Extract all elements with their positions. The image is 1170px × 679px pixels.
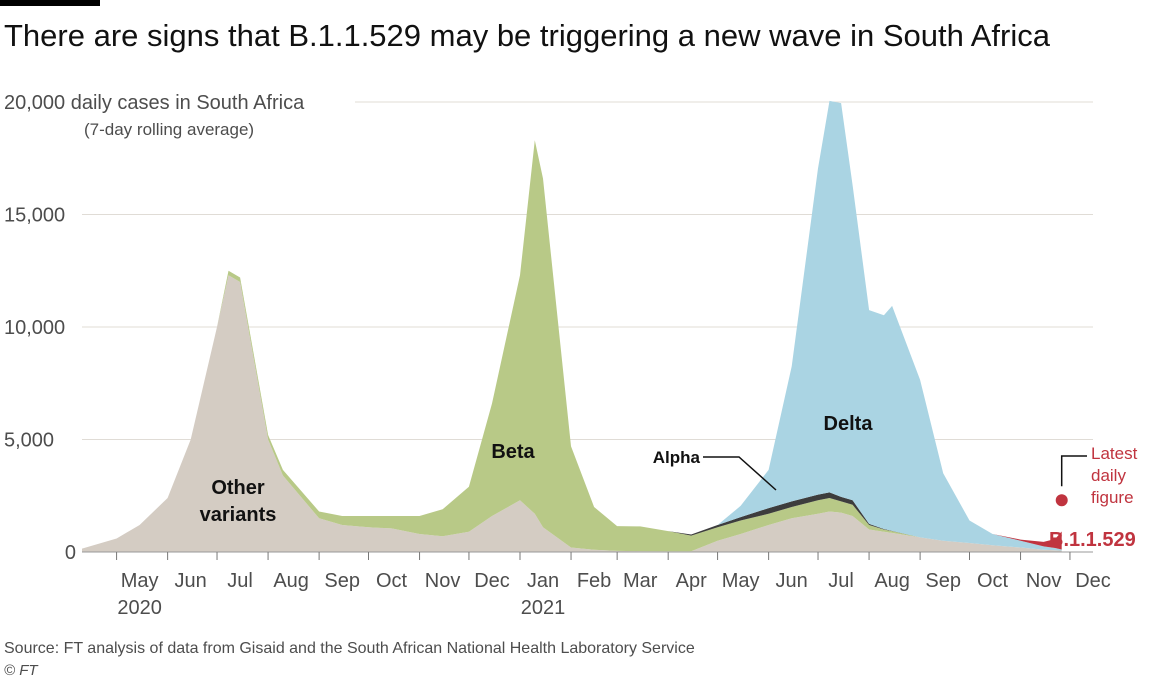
- x-tick-label: Jun: [175, 570, 207, 592]
- x-tick-label: Dec: [1075, 570, 1111, 592]
- x-tick-label: Sep: [925, 570, 961, 592]
- x-tick-label: Jul: [828, 570, 854, 592]
- x-tick-label: Jan: [527, 570, 559, 592]
- x-tick-label: Oct: [376, 570, 408, 592]
- ft-brand-bar: [0, 0, 100, 6]
- x-tick-label: Dec: [474, 570, 510, 592]
- x-tick-label: Aug: [273, 570, 309, 592]
- x-tick-year: 2021: [521, 597, 566, 619]
- series-area-delta: [82, 100, 1062, 551]
- x-tick-label: Nov: [425, 570, 461, 592]
- area-chart: 5,000 10,000 15,000 0 20,000 daily cases in …: [4, 92, 1138, 619]
- latest-figure-label: daily: [1091, 466, 1126, 485]
- y-tick-label: 10,000: [4, 317, 65, 339]
- x-tick-label: Aug: [874, 570, 910, 592]
- x-tick-label: Feb: [577, 570, 611, 592]
- latest-figure-label: figure: [1091, 488, 1134, 507]
- y-axis-sublabel: (7-day rolling average): [84, 120, 254, 139]
- other-variants-label: variants: [200, 504, 277, 526]
- delta-label: Delta: [824, 413, 874, 435]
- x-tick-label: Jul: [227, 570, 253, 592]
- x-axis: May 2020 Jun Jul Aug Sep Oct Nov Dec Jan 2021 Feb Ma…: [82, 551, 1111, 619]
- series-areas: [82, 100, 1062, 552]
- latest-leader: [1060, 455, 1087, 487]
- y-axis: 5,000 10,000 15,000 0 20,000 daily cases in …: [4, 92, 305, 564]
- series-area-other: [82, 275, 1062, 552]
- b11529-label: B.1.1.529: [1049, 529, 1136, 551]
- chart-title: There are signs that B.1.1.529 may be tr…: [4, 18, 1050, 53]
- y-tick-label: 15,000: [4, 205, 65, 227]
- x-tick-label: May: [121, 570, 159, 592]
- alpha-label: Alpha: [653, 448, 701, 467]
- copyright: © FT: [4, 662, 38, 679]
- source-note: Source: FT analysis of data from Gisaid …: [4, 640, 695, 657]
- latest-figure-label: Latest: [1091, 444, 1138, 463]
- x-tick-label: Sep: [324, 570, 360, 592]
- x-tick-label: Apr: [676, 570, 707, 592]
- x-tick-year: 2020: [117, 597, 162, 619]
- y-tick-label: 5,000: [4, 430, 54, 452]
- beta-label: Beta: [491, 441, 535, 463]
- latest-figure-dot: [1055, 494, 1068, 507]
- y-axis-label: 20,000 daily cases in South Africa: [4, 92, 305, 114]
- x-tick-label: Nov: [1026, 570, 1062, 592]
- series-area-beta: [82, 140, 1062, 552]
- annotations: Other variants Beta Delta Alpha B.1.1.529 Late…: [200, 413, 1138, 551]
- alpha-leader: [703, 456, 777, 491]
- y-tick-label: 0: [65, 542, 76, 564]
- x-tick-label: Jun: [776, 570, 808, 592]
- other-variants-label: Other: [211, 477, 265, 499]
- x-tick-label: May: [722, 570, 760, 592]
- x-tick-label: Oct: [977, 570, 1009, 592]
- x-tick-label: Mar: [623, 570, 658, 592]
